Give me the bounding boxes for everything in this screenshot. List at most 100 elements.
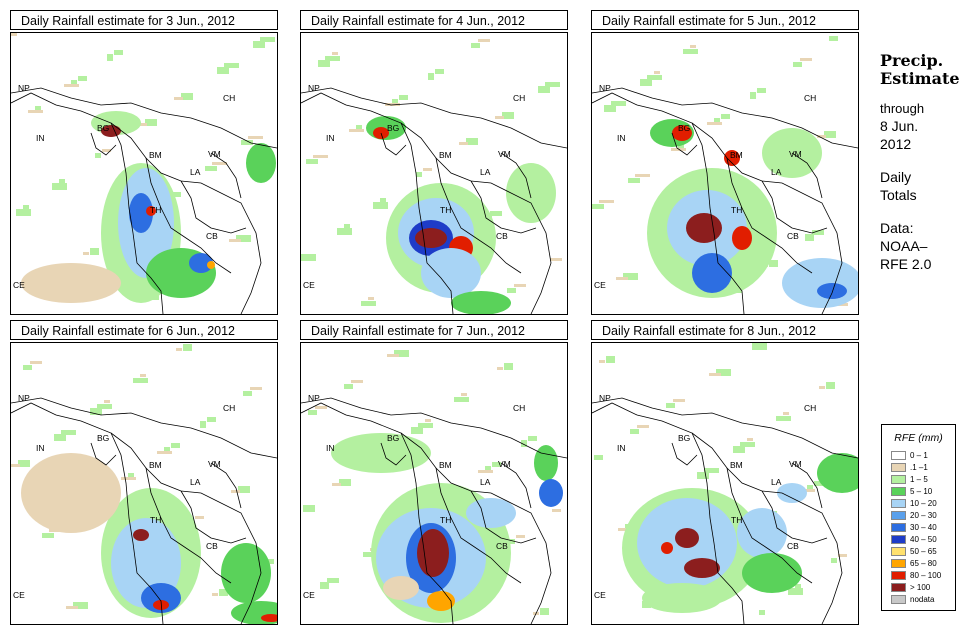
rainfall-area [415, 228, 447, 248]
rain-speckle [243, 391, 252, 396]
rain-speckle [509, 539, 515, 544]
rain-speckle [66, 606, 78, 609]
rainfall-area [732, 226, 752, 250]
legend-label: 65 – 80 [910, 559, 937, 568]
rain-speckle [707, 122, 722, 125]
rainfall-map: NP CH IN BG BM VM LA TH CB CE [591, 32, 859, 315]
country-label-ch: CH [804, 403, 816, 413]
legend-label: > 100 [910, 583, 931, 592]
rain-speckle [690, 45, 696, 48]
legend-swatch [891, 547, 906, 556]
border-line [301, 397, 567, 459]
rain-speckle [709, 373, 721, 376]
rain-speckle [757, 88, 766, 93]
rain-speckle [83, 252, 89, 255]
border-line [11, 92, 164, 314]
color-legend: RFE (mm) 0 – 1 .1 –1 1 – 5 5 – 10 10 – 20 20 … [881, 424, 956, 611]
rain-speckle [673, 399, 685, 402]
country-label-np: NP [599, 83, 611, 93]
country-label-bg: BG [387, 433, 399, 443]
rainfall-area [246, 143, 276, 183]
rain-speckle [183, 344, 192, 351]
rain-speckle [363, 552, 375, 557]
country-label-bm: BM [149, 150, 162, 160]
rainfall-area [189, 253, 213, 273]
rain-speckle [793, 62, 802, 67]
rain-speckle [733, 446, 745, 453]
rain-speckle [90, 408, 102, 415]
border-line [11, 397, 277, 459]
rain-speckle [492, 462, 501, 467]
rain-speckle [521, 440, 527, 447]
rainfall-area [672, 125, 692, 141]
rainfall-area [692, 253, 732, 293]
border-line [145, 157, 232, 274]
legend-label: 1 – 5 [910, 475, 928, 484]
rain-speckle [750, 92, 756, 99]
rain-speckle [349, 129, 364, 132]
border-line [110, 432, 262, 624]
rainfall-map: NP CH IN BG BM VM LA TH CB CE [300, 32, 568, 315]
rain-speckle [425, 419, 431, 422]
border-line [180, 180, 247, 234]
rain-speckle [592, 204, 604, 209]
rain-speckle [332, 52, 338, 55]
rain-speckle [824, 131, 836, 138]
rain-speckle [599, 360, 605, 363]
rain-speckle [71, 80, 77, 87]
rainfall-area [777, 483, 807, 503]
rain-speckle [339, 479, 351, 486]
rainfall-area [817, 453, 858, 493]
country-label-la: LA [771, 477, 782, 487]
rain-speckle [399, 95, 408, 100]
rain-speckle [11, 464, 20, 467]
country-label-np: NP [18, 393, 30, 403]
rain-speckle [805, 234, 814, 241]
rain-speckle [140, 374, 146, 377]
legend-label: nodata [910, 595, 935, 604]
rain-speckle [306, 159, 318, 164]
rain-speckle [52, 183, 67, 190]
rain-speckle [90, 248, 99, 255]
rain-speckle [23, 365, 32, 370]
rain-speckle [368, 297, 374, 300]
country-label-ch: CH [513, 403, 525, 413]
rainfall-area [661, 542, 673, 554]
rain-speckle [229, 239, 241, 242]
rain-speckle [344, 384, 353, 389]
country-label-cb: CB [206, 541, 218, 551]
border-line [400, 122, 552, 314]
legend-swatch [891, 487, 906, 496]
border-line [301, 402, 454, 624]
rain-speckle [315, 406, 327, 409]
rainfall-map: NP CH IN BG BM VM LA TH CB CE [10, 32, 278, 315]
rainfall-area [466, 498, 516, 528]
rain-speckle [454, 397, 469, 402]
rain-speckle [647, 75, 662, 80]
rainfall-panel-jun4: Daily Rainfall estimate for 4 Jun., 2012… [300, 10, 568, 315]
rain-speckle [490, 211, 502, 216]
rain-speckle [174, 97, 183, 100]
rain-speckle [759, 610, 765, 615]
rain-speckle [800, 58, 812, 61]
border-line [592, 397, 858, 459]
country-label-in: IN [36, 443, 45, 453]
rain-speckle [752, 343, 767, 350]
rain-speckle [594, 455, 603, 460]
rainfall-area [21, 453, 121, 533]
rain-speckle [528, 436, 537, 441]
rainfall-area [421, 248, 481, 298]
rainfall-area [675, 528, 699, 548]
rain-speckle [812, 230, 824, 235]
legend-label: 50 – 65 [910, 547, 937, 556]
border-line [145, 467, 232, 584]
border-line [210, 152, 242, 199]
legend-item: 10 – 20 [891, 499, 937, 509]
rainfall-area [539, 479, 563, 507]
country-label-in: IN [326, 443, 335, 453]
country-label-th: TH [150, 515, 161, 525]
border-line [500, 152, 532, 199]
rain-speckle [747, 438, 753, 441]
border-line [380, 442, 407, 466]
rain-speckle [435, 69, 444, 74]
